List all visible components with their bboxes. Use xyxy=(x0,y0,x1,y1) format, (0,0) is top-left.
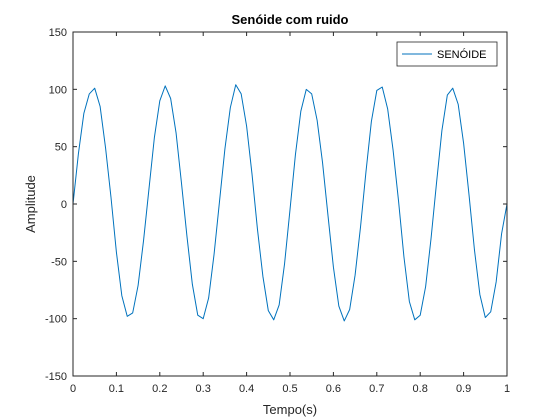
x-tick-label: 0.5 xyxy=(282,383,297,395)
x-tick-label: 0.9 xyxy=(456,383,471,395)
series-layer xyxy=(72,84,508,322)
x-tick-label: 0.2 xyxy=(152,383,167,395)
series-line-0 xyxy=(72,84,508,322)
x-tick-label: 1 xyxy=(504,383,510,395)
chart-title: Senóide com ruido xyxy=(231,12,348,27)
x-tick-label: 0.1 xyxy=(109,383,124,395)
x-tick-label: 0.7 xyxy=(369,383,384,395)
y-tick-label: -150 xyxy=(45,371,67,383)
y-axis-label: Amplitude xyxy=(23,175,38,233)
y-tick-label: 0 xyxy=(61,199,67,211)
y-axis-ticks: -150 -100 -50 0 50 100 150 xyxy=(45,27,507,383)
x-axis-label: Tempo(s) xyxy=(263,402,317,417)
y-tick-label: 100 xyxy=(49,84,67,96)
x-tick-label: 0.8 xyxy=(413,383,428,395)
y-tick-label: 50 xyxy=(55,142,67,154)
legend-label-senoide: SENÓIDE xyxy=(437,48,487,61)
y-tick-label: -100 xyxy=(45,314,67,326)
x-axis-ticks: 0 0.1 0.2 0.3 0.4 0.5 0.6 0.7 0.8 0.9 1 xyxy=(70,32,510,395)
x-tick-label: 0.3 xyxy=(196,383,211,395)
y-tick-label: -50 xyxy=(51,256,67,268)
x-tick-label: 0.4 xyxy=(239,383,254,395)
legend: SENÓIDE xyxy=(396,41,498,67)
plot-area xyxy=(73,32,507,376)
x-tick-label: 0.6 xyxy=(326,383,341,395)
y-tick-label: 150 xyxy=(49,27,67,39)
x-tick-label: 0 xyxy=(70,383,76,395)
